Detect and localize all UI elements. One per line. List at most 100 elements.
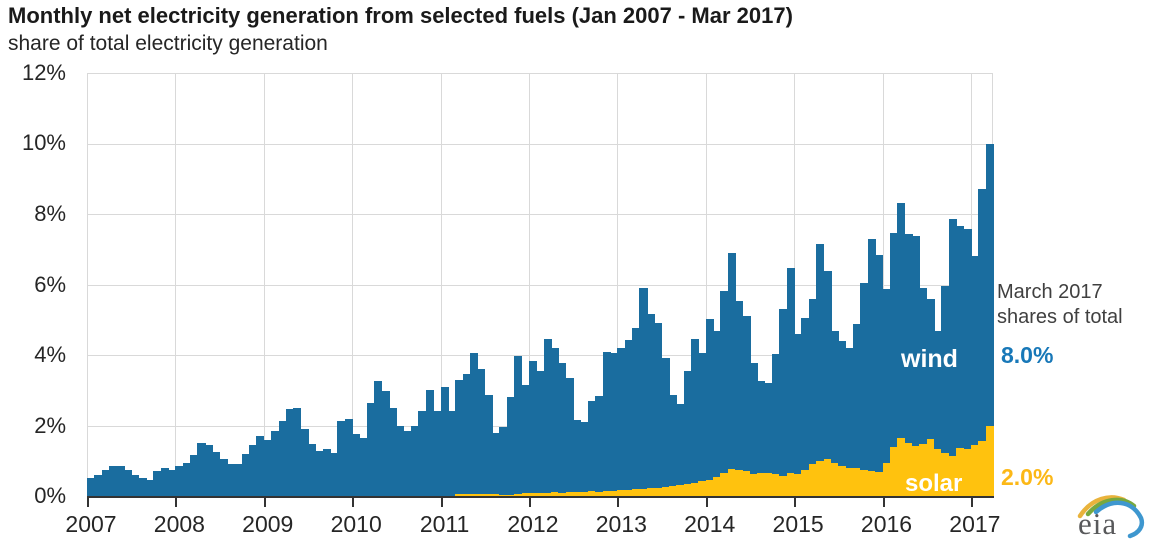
wind-bar-segment xyxy=(116,466,125,496)
stacked-bar-month xyxy=(381,73,390,496)
wind-bar-segment xyxy=(624,339,633,490)
wind-bar-segment xyxy=(882,289,891,463)
y-tick-label: 0% xyxy=(34,483,66,508)
solar-bar-segment xyxy=(970,444,979,496)
wind-bar-segment xyxy=(190,455,199,496)
stacked-bar-month xyxy=(204,73,213,496)
stacked-bar-month xyxy=(101,73,110,496)
solar-bar-segment xyxy=(919,444,928,496)
year-gridline xyxy=(705,73,707,496)
stacked-bar-month xyxy=(632,73,641,496)
wind-bar-segment xyxy=(330,452,339,496)
stacked-bar-month xyxy=(749,73,758,496)
gridline-4pct xyxy=(87,355,993,357)
stacked-bar-month xyxy=(153,73,162,496)
stacked-bar-month xyxy=(838,73,847,496)
wind-bar-segment xyxy=(749,362,758,475)
stacked-bar-month xyxy=(123,73,132,496)
stacked-bar-month xyxy=(926,73,935,496)
stacked-bar-month xyxy=(690,73,700,496)
stacked-bar-month xyxy=(580,73,589,496)
wind-bar-segment xyxy=(573,420,582,493)
wind-bar-segment xyxy=(528,361,537,494)
stacked-bar-month xyxy=(830,73,839,496)
stacked-bar-month xyxy=(786,73,795,496)
solar-bar-segment xyxy=(779,475,788,496)
solar-bar-segment xyxy=(889,446,898,496)
stacked-bar-month xyxy=(956,73,965,496)
stacked-bar-month xyxy=(256,73,265,496)
stacked-bar-month xyxy=(801,73,810,496)
x-tick-mark xyxy=(175,496,178,507)
wind-bar-segment xyxy=(285,409,294,496)
y-tick-label: 4% xyxy=(34,341,66,367)
stacked-bar-month xyxy=(853,73,862,496)
solar-bar-segment xyxy=(838,466,847,496)
wind-bar-segment xyxy=(536,370,545,493)
wind-bar-segment xyxy=(440,386,449,496)
solar-bar-segment xyxy=(860,469,869,496)
stacked-bar-month xyxy=(226,73,235,496)
stacked-bar-month xyxy=(705,73,714,496)
wind-bar-segment xyxy=(168,469,177,496)
wind-bar-segment xyxy=(823,271,832,459)
stacked-bar-month xyxy=(278,73,287,496)
solar-bar-segment xyxy=(742,470,751,496)
wind-bar-segment xyxy=(853,324,862,468)
stacked-bar-month xyxy=(558,73,567,496)
stacked-bar-month xyxy=(116,73,125,496)
x-tick-mark xyxy=(794,496,797,507)
stacked-bar-month xyxy=(742,73,751,496)
stacked-bar-month xyxy=(904,73,913,496)
wind-bar-segment xyxy=(808,299,817,465)
wind-bar-segment xyxy=(587,400,596,492)
wind-bar-segment xyxy=(359,437,368,496)
x-tick-label: 2009 xyxy=(242,511,294,537)
solar-bar-segment xyxy=(757,473,766,496)
solar-bar-segment xyxy=(543,493,552,496)
solar-bar-segment xyxy=(875,472,884,496)
wind-bar-segment xyxy=(904,234,913,443)
eia-logo-text: eia xyxy=(1078,506,1118,541)
chart-title: Monthly net electricity generation from … xyxy=(8,3,793,28)
solar-bar-segment xyxy=(786,473,795,496)
wind-bar-segment xyxy=(263,439,272,496)
solar-bar-segment xyxy=(941,452,950,496)
stacked-bar-month xyxy=(779,73,788,496)
stacked-bar-month xyxy=(337,73,346,496)
wind-bar-segment xyxy=(683,370,692,485)
stacked-bar-month xyxy=(138,73,147,496)
x-tick-mark xyxy=(617,496,620,507)
solar-bar-segment xyxy=(654,487,663,496)
wind-bar-segment xyxy=(160,467,169,496)
stacked-bar-month xyxy=(654,73,663,496)
stacked-bar-month xyxy=(661,73,670,496)
stacked-bar-month xyxy=(212,73,221,496)
wind-bar-segment xyxy=(396,426,405,496)
eia-logo: eia xyxy=(1068,488,1152,550)
solar-bar-segment xyxy=(646,488,655,496)
solar-bar-segment xyxy=(845,467,854,496)
solar-bar-segment xyxy=(573,492,582,496)
wind-bar-segment xyxy=(123,470,132,496)
wind-bar-segment xyxy=(249,444,258,496)
stacked-bar-month xyxy=(823,73,832,496)
solar-series-label: solar xyxy=(905,470,963,497)
stacked-bar-month xyxy=(683,73,692,496)
wind-bar-segment xyxy=(403,431,412,496)
solar-bar-segment xyxy=(882,462,891,496)
solar-bar-segment xyxy=(484,494,493,496)
wind-bar-segment xyxy=(499,427,508,495)
stacked-bar-month xyxy=(263,73,272,496)
stacked-bar-month xyxy=(521,73,530,496)
year-gridline xyxy=(263,73,265,496)
wind-bar-segment xyxy=(934,331,943,450)
wind-bar-segment xyxy=(425,390,434,496)
year-gridline xyxy=(352,73,354,496)
stacked-bar-month xyxy=(720,73,729,496)
x-tick-label: 2012 xyxy=(507,511,559,537)
wind-bar-segment xyxy=(455,379,464,495)
solar-bar-segment xyxy=(462,493,471,496)
x-tick-mark xyxy=(970,496,973,507)
wind-bar-segment xyxy=(926,299,935,440)
